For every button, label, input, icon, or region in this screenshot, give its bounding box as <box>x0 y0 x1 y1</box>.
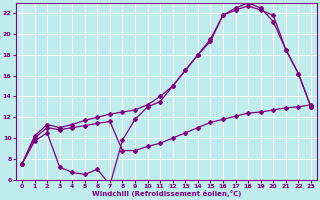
X-axis label: Windchill (Refroidissement éolien,°C): Windchill (Refroidissement éolien,°C) <box>92 190 241 197</box>
